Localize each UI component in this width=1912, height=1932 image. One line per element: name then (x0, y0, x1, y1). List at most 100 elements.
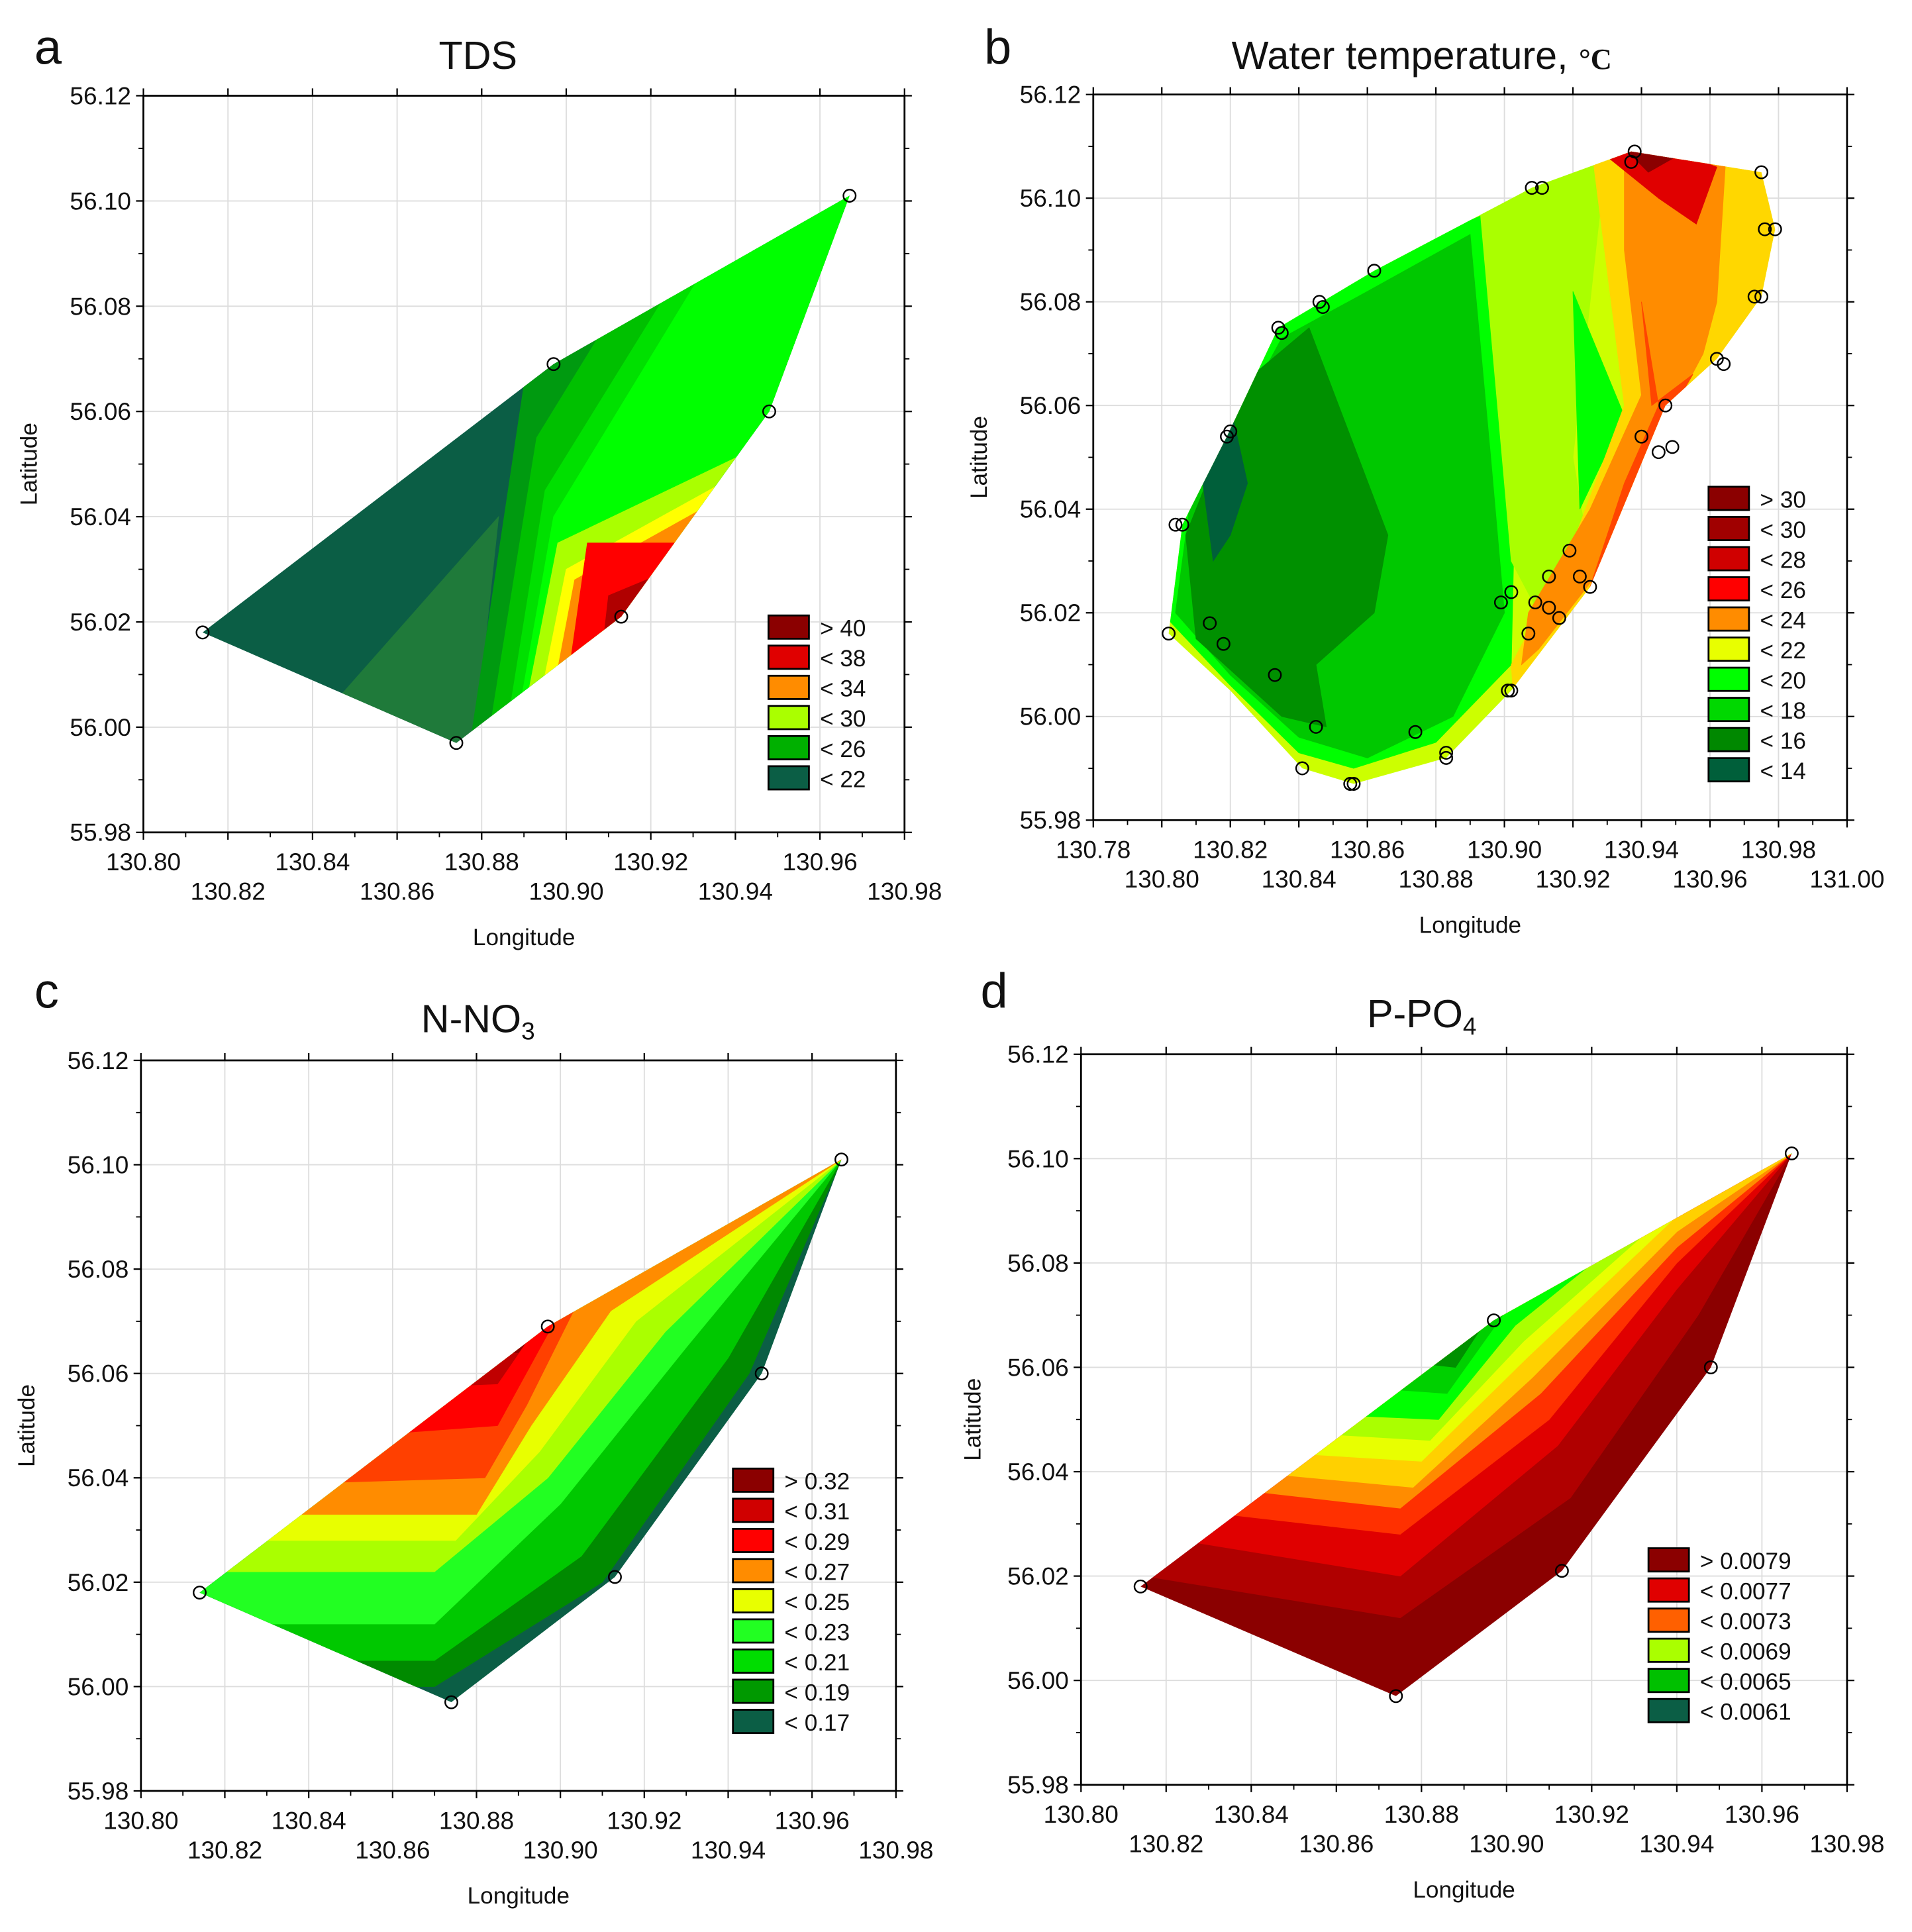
legend-swatch (1707, 606, 1750, 632)
legend-swatch (1707, 485, 1750, 511)
y-tick-label: 56.08 (68, 1255, 129, 1283)
legend-swatch (1707, 546, 1750, 572)
legend-swatch (1707, 666, 1750, 692)
sampling-point (1501, 684, 1515, 698)
sampling-point (1554, 1564, 1569, 1578)
legend-swatch (767, 644, 810, 670)
legend-label: > 0.32 (784, 1469, 850, 1495)
x-tick-label: 130.94 (691, 1836, 766, 1864)
y-axis-title: Latitude (966, 416, 992, 499)
sampling-point (1274, 326, 1289, 340)
legend-label: < 18 (1760, 698, 1806, 724)
sampling-point (193, 1586, 207, 1600)
legend-label: < 0.27 (784, 1559, 850, 1585)
legend-label: < 0.29 (784, 1529, 850, 1555)
legend-label: < 16 (1760, 729, 1806, 754)
panel-c: 130.80 130.82 130.84 130.86 130.88 130.90 130.… (14, 963, 934, 1909)
y-tick-label: 55.98 (1007, 1771, 1069, 1799)
sampling-point (444, 1695, 458, 1709)
legend-swatch (1707, 697, 1750, 723)
x-tick-label: 130.86 (355, 1836, 430, 1864)
sampling-point (1220, 429, 1234, 444)
legend-swatch (1707, 727, 1750, 752)
y-tick-label: 56.06 (68, 1360, 129, 1388)
legend-label: < 0.0069 (1700, 1639, 1791, 1665)
sampling-point (762, 404, 776, 419)
panel-a: 130.80 130.82 130.84 130.86 130.88 130.90 130.… (17, 19, 942, 950)
legend-label: < 0.0061 (1700, 1700, 1791, 1725)
sampling-point (1784, 1146, 1799, 1160)
legend: > 40 < 38 < 34 < 30 < 26 < 22 (767, 614, 866, 792)
sampling-point (1504, 585, 1519, 599)
x-tick-label: 130.90 (1469, 1830, 1544, 1858)
y-tick-label: 55.98 (1020, 806, 1082, 834)
sampling-point (1521, 627, 1536, 641)
sampling-point (1162, 627, 1176, 641)
y-axis-title: Latitude (17, 423, 42, 505)
legend-label: < 30 (820, 706, 866, 732)
y-tick-label: 56.00 (1007, 1666, 1069, 1694)
y-tick-label: 56.04 (1007, 1458, 1069, 1486)
legend-swatch (767, 735, 810, 760)
panel-label: b (984, 19, 1011, 74)
legend-swatch (1647, 1668, 1690, 1694)
legend-swatch (1647, 1698, 1690, 1723)
legend-label: < 0.19 (784, 1680, 850, 1705)
legend-swatch (767, 674, 810, 700)
sampling-point (1665, 440, 1680, 454)
legend-label: < 24 (1760, 607, 1806, 633)
x-tick-label: 130.80 (106, 848, 181, 876)
legend-label: < 22 (820, 766, 866, 792)
sampling-point (546, 357, 561, 372)
legend-label: < 34 (820, 676, 866, 702)
chart-title: N-NO3 (421, 996, 535, 1044)
legend-swatch (732, 1527, 775, 1553)
legend-swatch (1647, 1607, 1690, 1633)
sampling-point (1747, 289, 1762, 304)
legend-label: < 0.21 (784, 1650, 850, 1676)
panel-b: 130.78130.80130.82130.84130.86130.88130.… (966, 19, 1885, 938)
legend-label: < 22 (1760, 638, 1806, 664)
chart-title-unit: °C (1579, 42, 1612, 76)
x-tick-label: 130.86 (1330, 836, 1405, 864)
legend-label: < 28 (1760, 547, 1806, 573)
legend: > 0.0079 < 0.0077 < 0.0073 < 0.0069 < 0.0065… (1647, 1547, 1791, 1725)
legend-label: < 14 (1760, 758, 1806, 784)
chart-title-subscript: 3 (521, 1017, 535, 1045)
sampling-point (1754, 289, 1769, 304)
legend-swatch (732, 1649, 775, 1674)
legend-swatch (1707, 636, 1750, 662)
x-tick-label: 130.98 (1741, 836, 1816, 864)
x-tick-label: 130.80 (1044, 1800, 1119, 1828)
sampling-point (1542, 570, 1556, 584)
y-tick-label: 56.00 (1020, 703, 1082, 731)
y-tick-label: 56.04 (1020, 495, 1082, 523)
sampling-point (1309, 719, 1323, 734)
x-tick-label: 130.96 (782, 848, 857, 876)
y-tick-label: 56.10 (1020, 184, 1082, 212)
sampling-point (1525, 181, 1539, 195)
sampling-point (449, 736, 464, 750)
sampling-point (1552, 611, 1566, 625)
contour-band (1185, 327, 1389, 728)
legend-label: < 30 (1760, 517, 1806, 543)
sampling-point (1493, 595, 1508, 610)
sampling-point (1295, 761, 1309, 776)
y-tick-label: 56.02 (70, 608, 131, 636)
sampling-point (1268, 668, 1282, 682)
x-tick-label: 130.98 (1809, 1830, 1884, 1858)
legend-swatch (1707, 757, 1750, 783)
x-tick-label: 130.98 (867, 878, 942, 905)
x-tick-label: 130.96 (1672, 865, 1747, 893)
x-axis-title: Longitude (473, 925, 575, 950)
y-tick-label: 56.08 (1007, 1249, 1069, 1277)
y-tick-label: 56.04 (70, 503, 131, 531)
x-tick-label: 130.90 (523, 1836, 598, 1864)
y-tick-label: 56.10 (68, 1151, 129, 1179)
chart-title-main: TDS (439, 33, 517, 77)
panel-d: 130.80 130.82 130.84 130.86 130.88 130.90 130.… (960, 963, 1885, 1903)
chart-title: Water temperature, °C (1232, 33, 1612, 77)
sampling-point (608, 1570, 622, 1584)
legend-swatch (1707, 576, 1750, 602)
